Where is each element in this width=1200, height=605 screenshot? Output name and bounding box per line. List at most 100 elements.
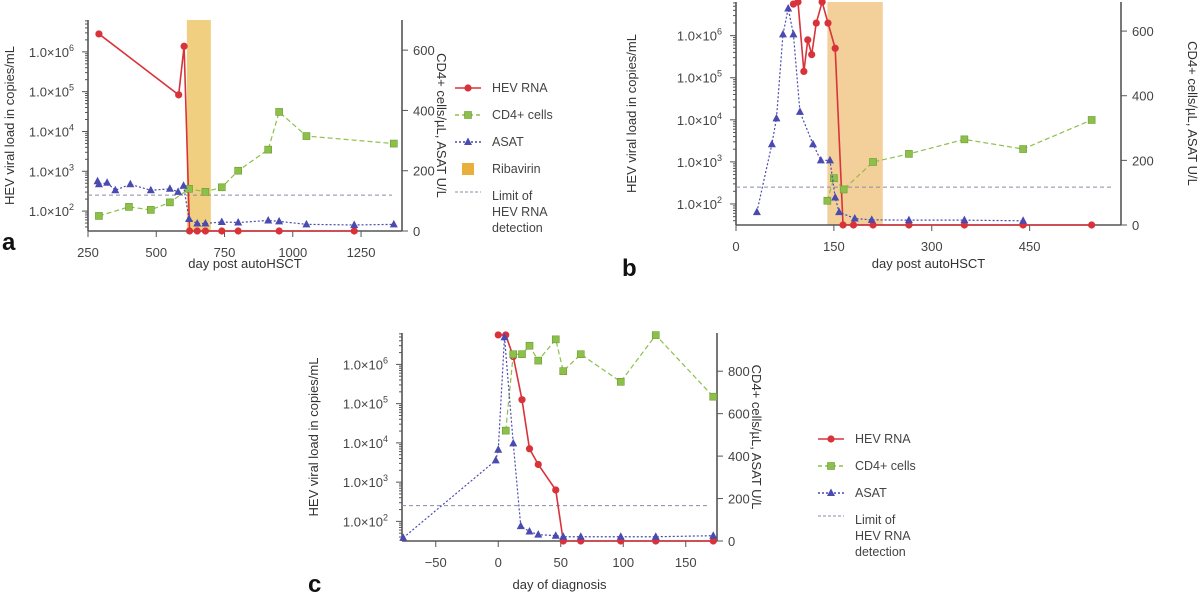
legend-item-ribavirin: Ribavirin xyxy=(462,162,541,176)
data-point-asat xyxy=(264,215,273,224)
data-point-cd4 xyxy=(217,183,226,192)
data-point-asat xyxy=(302,219,311,228)
data-point-hev_rna xyxy=(180,42,188,50)
legend-marker-asat xyxy=(464,137,472,145)
x-tick-label: 450 xyxy=(1019,239,1041,254)
data-point-asat xyxy=(126,179,135,188)
data-point-hev_rna xyxy=(350,227,358,235)
y-left-tick-label: 1.0×103 xyxy=(677,153,722,170)
legend-label: Ribavirin xyxy=(492,162,541,176)
data-point-asat xyxy=(201,218,210,227)
data-point-cd4 xyxy=(509,350,518,359)
y-left-tick-label: 1.0×105 xyxy=(343,395,388,412)
data-point-asat xyxy=(399,533,408,541)
panel-letter: c xyxy=(308,571,321,598)
legend-marker-hev_rna xyxy=(464,84,472,92)
y-left-axis-title: HEV viral load in copies/mL xyxy=(2,46,17,205)
data-point-asat xyxy=(94,179,103,188)
y-left-tick-label: 1.0×106 xyxy=(29,43,74,60)
data-point-asat xyxy=(772,113,781,122)
y-left-tick-label: 1.0×104 xyxy=(343,434,388,451)
data-point-hev_rna xyxy=(525,445,534,453)
data-point-hev_rna xyxy=(494,331,502,339)
data-point-cd4 xyxy=(616,378,625,386)
data-point-asat xyxy=(500,332,509,341)
data-point-asat xyxy=(835,207,844,216)
legend-item-limit: Limit of HEV RNA detection xyxy=(455,189,548,235)
y-right-tick-label: 600 xyxy=(413,43,435,58)
data-point-cd4 xyxy=(125,203,133,211)
x-axis-title: day post autoHSCT xyxy=(188,256,302,271)
data-point-cd4 xyxy=(390,139,398,148)
series-line-asat xyxy=(97,181,394,226)
x-tick-label: 50 xyxy=(554,555,568,570)
ribavirin-swatch xyxy=(462,163,474,175)
y-right-tick-label: 0 xyxy=(1132,218,1139,233)
legend-marker-hev_rna xyxy=(827,435,835,443)
series-line-cd4 xyxy=(98,110,394,217)
data-point-asat xyxy=(516,521,525,530)
legend-label: detection xyxy=(855,545,906,559)
data-point-asat xyxy=(551,531,560,539)
data-point-asat xyxy=(809,139,817,148)
y-right-axis-title: CD4+ cells/µL, ASAT U/L xyxy=(434,53,449,198)
series-line-asat xyxy=(402,337,714,539)
data-point-cd4 xyxy=(264,145,273,154)
x-tick-label: 0 xyxy=(495,555,502,570)
y-right-tick-label: 200 xyxy=(413,164,435,179)
data-point-cd4 xyxy=(830,174,838,182)
data-point-asat xyxy=(778,29,787,38)
chart-panel-a: 1.0×102 1.0×103 1.0×104 1.0×105 1.0×106 0 200 4… xyxy=(2,20,449,271)
legend-label: HEV RNA xyxy=(492,205,548,219)
y-right-axis-title: CD4+ cells/µL, ASAT U/L xyxy=(749,365,764,510)
data-point-asat xyxy=(616,532,625,540)
y-left-tick-label: 1.0×105 xyxy=(677,69,722,86)
data-point-cd4 xyxy=(651,331,660,339)
legend-item-hev_rna: HEV RNA xyxy=(455,81,548,95)
y-right-tick-label: 400 xyxy=(413,103,435,118)
y-left-tick-label: 1.0×105 xyxy=(29,83,74,100)
legend-label: HEV RNA xyxy=(492,81,548,95)
x-axis-title: day post autoHSCT xyxy=(872,256,986,271)
data-point-cd4 xyxy=(960,135,969,144)
data-point-asat xyxy=(789,29,798,38)
x-axis-title: day of diagnosis xyxy=(513,577,607,592)
y-right-tick-label: 600 xyxy=(1132,24,1154,39)
legend-item-cd4: CD4+ cells xyxy=(455,108,553,122)
data-point-cd4 xyxy=(839,185,848,194)
legend-label: ASAT xyxy=(855,486,887,500)
legend-item-asat: ASAT xyxy=(818,486,887,500)
data-point-cd4 xyxy=(525,341,534,350)
series-line-cd4 xyxy=(505,334,714,431)
data-point-hev_rna xyxy=(960,221,968,229)
data-point-cd4 xyxy=(709,392,718,401)
data-point-cd4 xyxy=(551,335,560,344)
panel-letter: b xyxy=(622,255,637,282)
data-point-asat xyxy=(217,217,226,225)
legend-item-limit: Limit of HEV RNA detection xyxy=(818,513,911,559)
data-point-cd4 xyxy=(559,367,568,376)
data-point-asat xyxy=(103,178,112,186)
data-point-asat xyxy=(784,3,793,12)
x-tick-label: 150 xyxy=(675,555,697,570)
y-left-tick-label: 1.0×104 xyxy=(677,111,722,128)
data-point-cd4 xyxy=(1019,145,1027,153)
data-point-asat xyxy=(525,526,534,535)
data-point-hev_rna xyxy=(218,227,226,235)
data-point-cd4 xyxy=(576,350,585,359)
y-left-tick-label: 1.0×102 xyxy=(29,202,74,219)
x-tick-label: −50 xyxy=(425,555,447,570)
legend-label: Limit of xyxy=(492,189,533,203)
data-point-cd4 xyxy=(185,185,193,193)
data-point-asat xyxy=(825,155,834,164)
data-point-asat xyxy=(389,219,398,228)
legend-label: ASAT xyxy=(492,135,524,149)
data-point-asat xyxy=(831,193,840,201)
data-point-asat xyxy=(193,218,202,227)
data-point-asat xyxy=(509,438,518,447)
legend-item-asat: ASAT xyxy=(455,135,524,149)
y-right-tick-label: 0 xyxy=(413,224,420,239)
data-point-hev_rna xyxy=(193,227,201,235)
x-tick-label: 1250 xyxy=(347,245,376,260)
